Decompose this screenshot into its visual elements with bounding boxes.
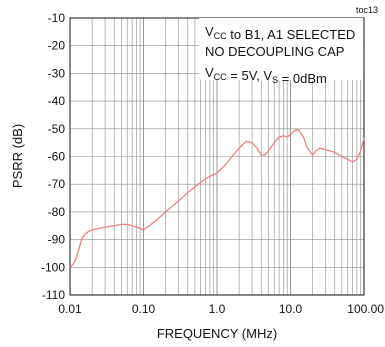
condition-note-line: VCC = 5V, VS = 0dBm <box>205 65 327 86</box>
y-tick-label: -40 <box>48 94 66 108</box>
y-tick-label: -110 <box>42 288 65 302</box>
y-tick-label: -50 <box>48 122 66 136</box>
y-tick-labels: -10 -20 -30 -40 -50 -60 -70 -80 -90 -100 -110 <box>41 11 65 302</box>
y-tick-label: -30 <box>48 66 66 80</box>
x-tick-label: 10.0 <box>279 302 303 316</box>
condition-note-line: NO DECOUPLING CAP <box>205 44 344 59</box>
x-tick-label: 1.0 <box>209 302 226 316</box>
y-tick-label: -70 <box>48 177 66 191</box>
y-tick-label: -20 <box>48 39 66 53</box>
x-tick-label: 0.01 <box>58 302 82 316</box>
y-axis-title: PSRR (dB) <box>10 124 25 188</box>
y-tick-label: -100 <box>41 260 65 274</box>
condition-note-line: VCC to B1, A1 SELECTED <box>205 24 355 42</box>
figure-id-label: toc13 <box>356 5 378 15</box>
y-tick-label: -60 <box>48 150 66 164</box>
y-tick-label: -90 <box>48 233 66 247</box>
x-tick-labels: 0.01 0.10 1.0 10.0 100.00 <box>58 302 384 316</box>
notes-background <box>199 18 363 80</box>
x-tick-label: 0.10 <box>132 302 156 316</box>
y-tick-label: -80 <box>48 205 66 219</box>
y-tick-label: -10 <box>48 11 66 25</box>
x-axis-title: FREQUENCY (MHz) <box>157 326 277 341</box>
psrr-series-line <box>69 128 365 268</box>
condition-notes: VCC to B1, A1 SELECTED NO DECOUPLING CAP V… <box>199 18 363 86</box>
x-tick-label: 100.00 <box>347 302 384 316</box>
